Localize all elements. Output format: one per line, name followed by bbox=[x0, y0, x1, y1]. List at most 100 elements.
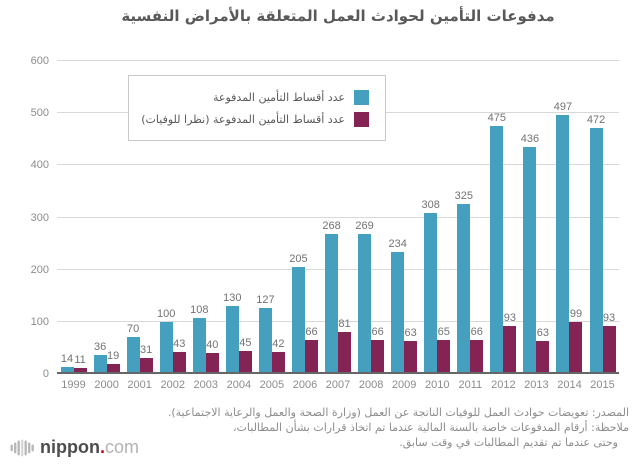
x-tick-label-2011: 2011 bbox=[458, 379, 483, 391]
gridline-300 bbox=[57, 216, 619, 218]
bar-2000-series1 bbox=[93, 355, 107, 374]
bar-2003-series1 bbox=[192, 317, 206, 374]
legend-swatch-premiums-paid bbox=[354, 89, 369, 105]
bar-2010-series2 bbox=[437, 340, 451, 374]
bar-group-2012: 475 93 2012 bbox=[487, 61, 520, 391]
bar-slot-2010-series2: 65 bbox=[437, 61, 451, 374]
value-label-2005-series2: 42 bbox=[272, 338, 285, 351]
x-tick-label-2004: 2004 bbox=[226, 379, 252, 391]
bar-slot-2012-series2: 93 bbox=[503, 61, 517, 374]
bar-2015-series2 bbox=[602, 325, 616, 374]
value-label-2002-series1: 100 bbox=[157, 307, 176, 320]
value-label-2010-series2: 65 bbox=[437, 326, 450, 339]
bar-2008-series1 bbox=[358, 233, 372, 374]
bar-2002-series2 bbox=[172, 351, 186, 374]
bar-1999-series1 bbox=[60, 366, 74, 374]
nippon-logo-icon bbox=[10, 439, 34, 456]
bar-slot-2014-series2: 99 bbox=[569, 61, 583, 374]
x-tick-label-2000: 2000 bbox=[94, 379, 119, 391]
legend-item-premiums-paid: عدد أقساط التأمين المدفوعة bbox=[145, 89, 369, 105]
bar-slot-2012-series1: 475 bbox=[487, 61, 507, 374]
bar-group-2004: 130 45 2004 bbox=[222, 61, 255, 391]
bar-2004-series2 bbox=[238, 350, 252, 374]
x-tick-label-2013: 2013 bbox=[524, 379, 549, 391]
bar-slot-2006-series1: 205 bbox=[289, 61, 308, 374]
bar-slot-2003-series1: 108 bbox=[190, 61, 209, 374]
value-label-2005-series1: 127 bbox=[256, 293, 275, 306]
value-label-2009-series1: 234 bbox=[388, 237, 407, 250]
value-label-2012-series1: 475 bbox=[487, 112, 507, 125]
value-label-2013-series1: 436 bbox=[520, 132, 540, 145]
nippon-logo: nippon.com bbox=[10, 437, 139, 458]
x-tick-label-2002: 2002 bbox=[160, 379, 185, 391]
bar-slot-2015-series1: 472 bbox=[586, 61, 606, 374]
gridline-600 bbox=[57, 60, 619, 61]
value-label-1999-series2: 11 bbox=[74, 354, 86, 367]
bar-2014-series2 bbox=[569, 322, 583, 374]
bar-2001-series1 bbox=[126, 337, 140, 374]
x-tick-label-2012: 2012 bbox=[491, 379, 516, 391]
bar-2005-series2 bbox=[271, 352, 285, 374]
y-tick-label-600: 600 bbox=[30, 55, 49, 67]
bar-slot-1999-series2: 11 bbox=[73, 61, 87, 374]
value-label-2011-series2: 66 bbox=[470, 325, 483, 338]
x-tick-label-2015: 2015 bbox=[590, 379, 615, 391]
bar-slot-2014-series1: 497 bbox=[554, 61, 572, 374]
value-label-2004-series1: 130 bbox=[223, 292, 242, 305]
value-label-2015-series1: 472 bbox=[586, 113, 606, 126]
x-tick-label-2010: 2010 bbox=[424, 379, 450, 391]
bar-group-2002: 100 43 2002 bbox=[156, 61, 189, 391]
bar-2001-series2 bbox=[139, 357, 153, 374]
bar-2015-series1 bbox=[589, 127, 603, 374]
bar-2013-series1 bbox=[523, 146, 537, 374]
value-label-2003-series1: 108 bbox=[190, 303, 209, 316]
bar-group-2001: 70 31 2001 bbox=[123, 61, 156, 391]
bar-slot-2009-series2: 63 bbox=[404, 61, 418, 374]
chart-title: مدفوعات التأمين لحوادث العمل المتعلقة با… bbox=[121, 7, 555, 25]
y-tick-label-400: 400 bbox=[30, 159, 49, 172]
value-label-2008-series1: 269 bbox=[355, 219, 374, 232]
value-label-2015-series2: 93 bbox=[602, 311, 616, 324]
bar-group-2009: 234 63 2009 bbox=[388, 61, 421, 391]
bar-slot-2013-series1: 436 bbox=[520, 61, 540, 374]
bar-2007-series1 bbox=[325, 234, 339, 374]
x-tick-label-2007: 2007 bbox=[325, 379, 351, 391]
value-label-2007-series2: 81 bbox=[338, 317, 351, 330]
chart-legend: عدد أقساط التأمين المدفوعة عدد أقساط الت… bbox=[128, 75, 386, 141]
bar-group-2011: 325 66 2011 bbox=[454, 61, 487, 391]
logo-name: nippon bbox=[40, 437, 100, 457]
x-tick-label-2005: 2005 bbox=[259, 379, 285, 391]
legend-label-premiums-paid-deaths: عدد أقساط التأمين المدفوعة (نظرا للوفيات… bbox=[141, 112, 345, 126]
value-label-2000-series2: 19 bbox=[106, 350, 120, 363]
bar-group-1999: 14 11 1999 bbox=[57, 61, 90, 391]
legend-item-premiums-paid-deaths: عدد أقساط التأمين المدفوعة (نظرا للوفيات… bbox=[141, 111, 369, 127]
x-tick-label-2009: 2009 bbox=[391, 379, 417, 391]
bar-2002-series1 bbox=[159, 321, 173, 374]
value-label-2004-series2: 45 bbox=[239, 336, 252, 349]
bar-2006-series1 bbox=[291, 267, 305, 374]
bar-slot-2008-series2: 66 bbox=[371, 61, 385, 374]
x-tick-label-2014: 2014 bbox=[557, 379, 582, 391]
value-label-2011-series1: 325 bbox=[454, 190, 473, 203]
bar-slot-2008-series1: 269 bbox=[355, 61, 374, 374]
bar-slot-2007-series1: 268 bbox=[322, 61, 341, 374]
value-label-2002-series2: 43 bbox=[173, 337, 186, 350]
nippon-logo-text: nippon.com bbox=[40, 437, 139, 458]
bar-2005-series1 bbox=[258, 307, 272, 374]
source-note: المصدر: تعويضات حوادث العمل للوفيات النا… bbox=[167, 406, 629, 419]
value-label-2001-series1: 70 bbox=[127, 323, 140, 336]
logo-tld: com bbox=[105, 437, 140, 457]
bar-slot-2013-series2: 63 bbox=[536, 61, 550, 374]
value-label-2003-series2: 40 bbox=[206, 339, 219, 352]
bar-slot-1999-series1: 14 bbox=[60, 61, 74, 374]
bar-group-2013: 436 63 2013 bbox=[520, 61, 553, 391]
bar-2014-series1 bbox=[556, 114, 570, 374]
x-tick-label-2008: 2008 bbox=[358, 379, 384, 391]
bar-slot-2011-series2: 66 bbox=[470, 61, 484, 374]
bar-slot-2004-series2: 45 bbox=[238, 61, 252, 374]
value-label-2013-series2: 63 bbox=[536, 327, 550, 340]
bar-2008-series2 bbox=[371, 339, 385, 374]
bar-slot-2015-series2: 93 bbox=[602, 61, 616, 374]
y-tick-label-500: 500 bbox=[30, 107, 49, 120]
bar-slot-2010-series1: 308 bbox=[422, 61, 440, 374]
